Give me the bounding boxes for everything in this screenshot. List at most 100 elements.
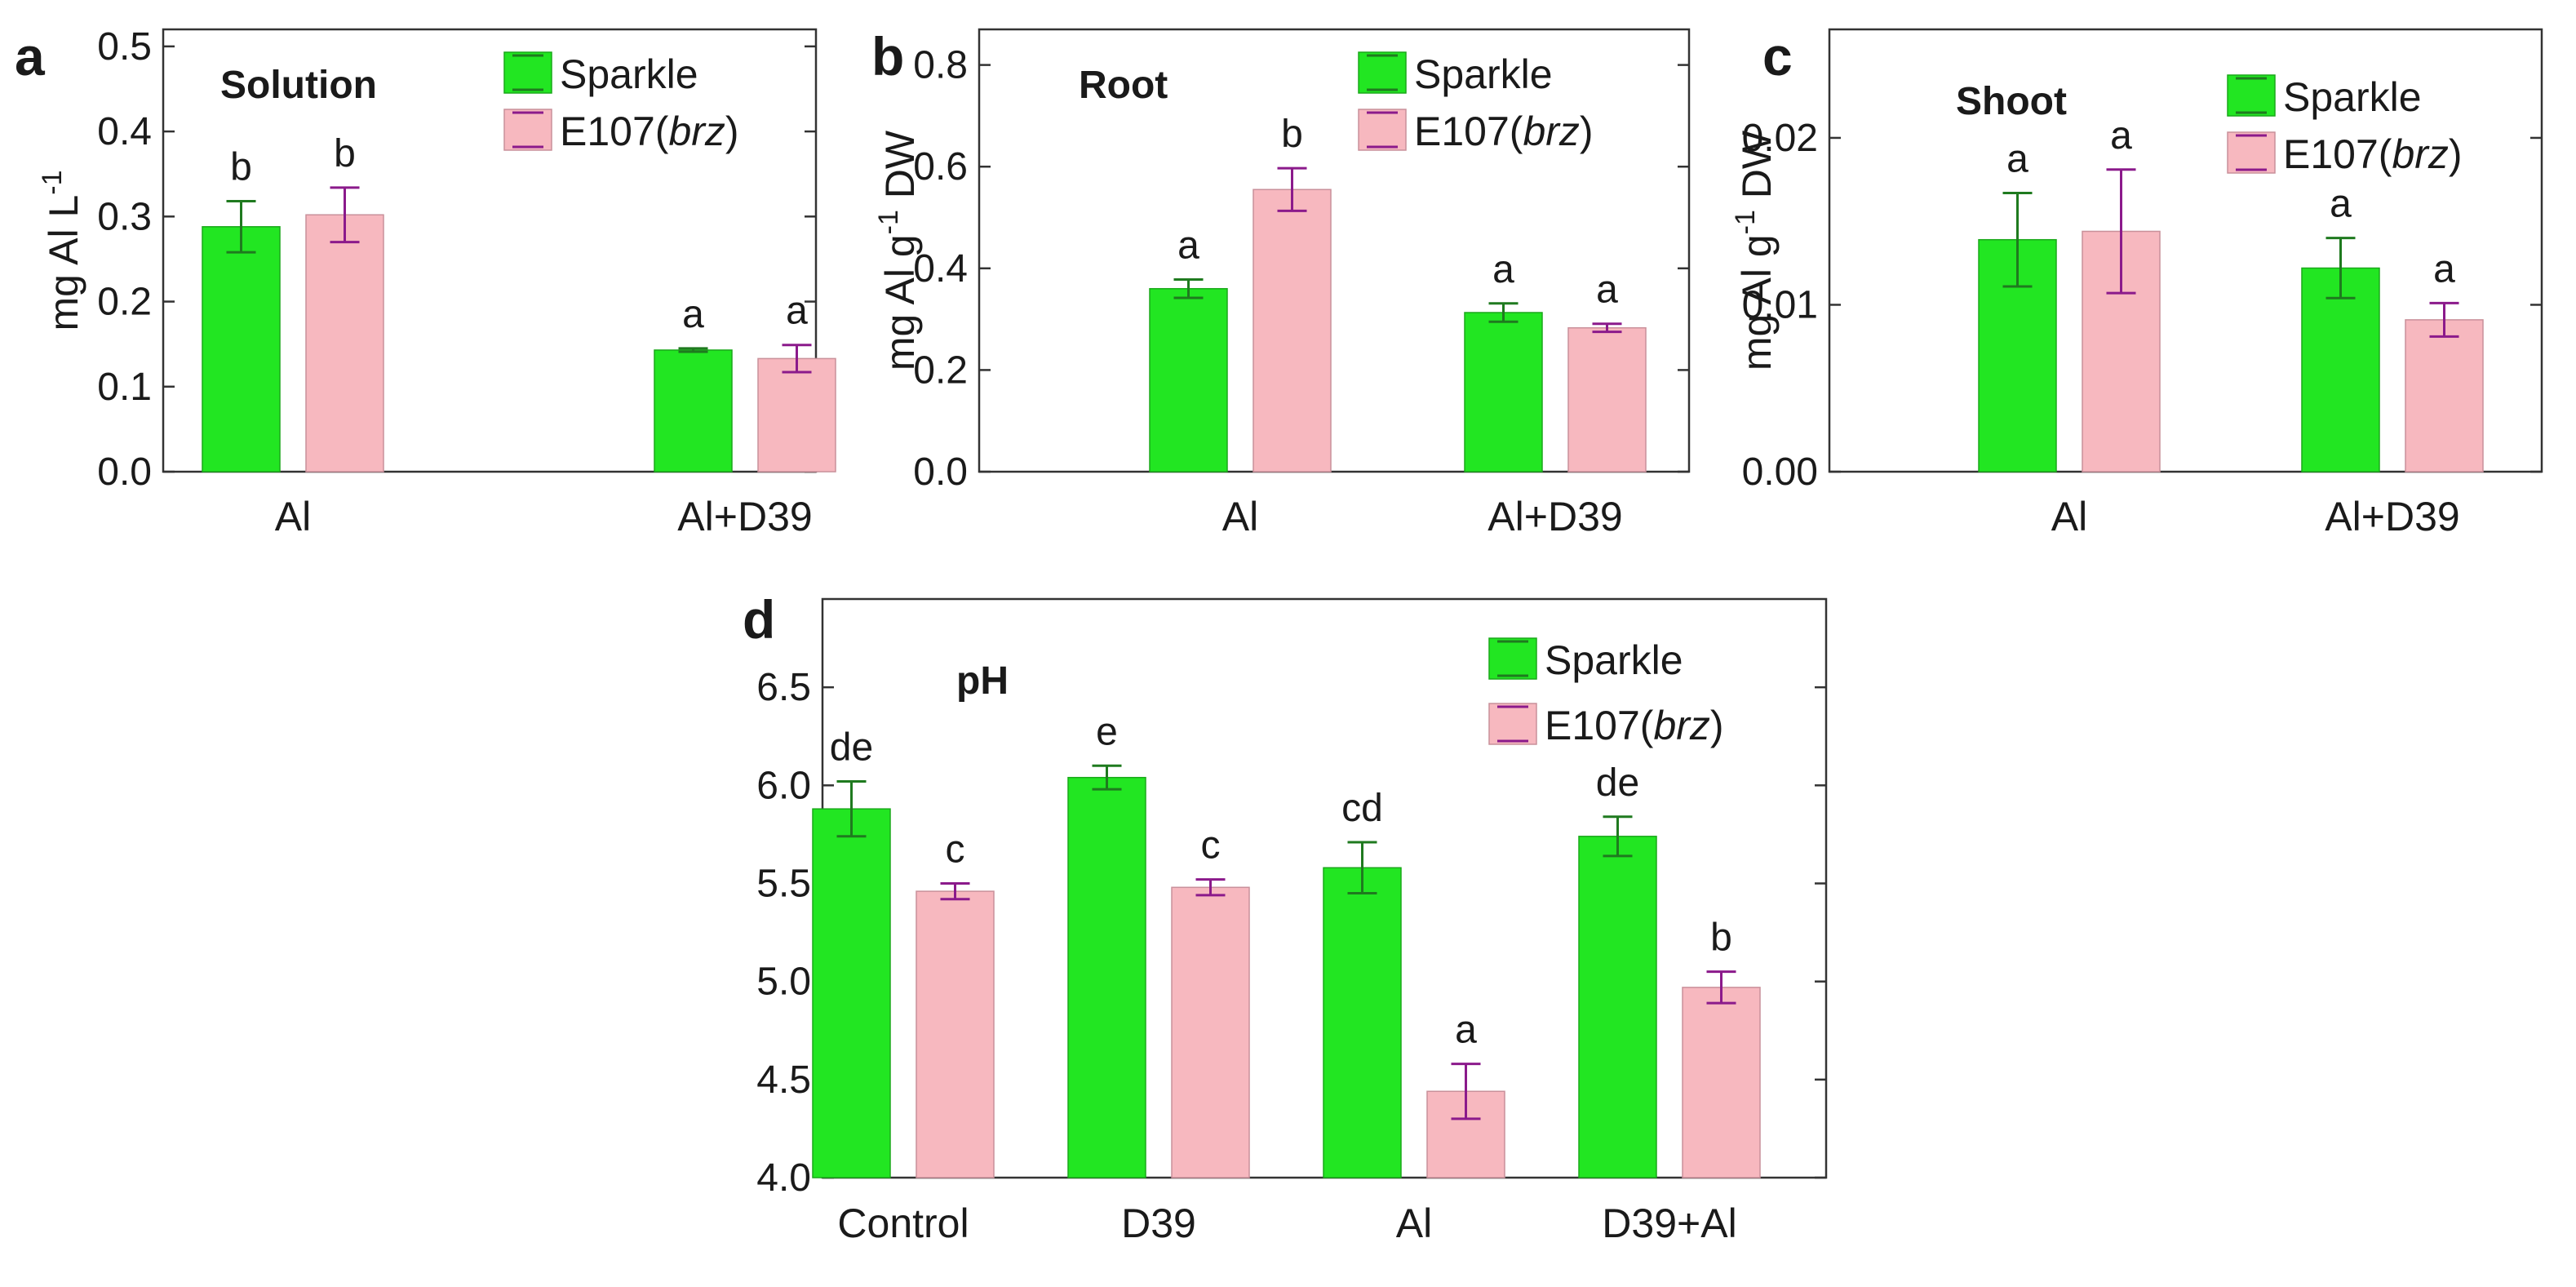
y-tick-label: 6.5 — [756, 666, 811, 709]
bar-e107-al — [1253, 189, 1332, 473]
y-tick-label: 0.4 — [97, 110, 152, 153]
panel-title: pH — [956, 659, 1009, 703]
legend-swatch-e107 — [2227, 131, 2276, 174]
legend-swatch-sparkle — [1488, 637, 1537, 680]
bar-sparkle-d39-al — [1578, 836, 1657, 1178]
y-tick-label: 0.0 — [913, 450, 968, 494]
legend-swatch-sparkle — [1358, 51, 1407, 94]
significance-letter: a — [1492, 248, 1514, 291]
y-tick-label: 4.0 — [756, 1156, 811, 1200]
y-tick-label: 0.02 — [1742, 117, 1818, 160]
category-label: Al — [1396, 1200, 1432, 1246]
legend-label-e107-italic: brz — [1653, 703, 1709, 748]
significance-letter: de — [1596, 761, 1639, 805]
legend-label-e107-italic: brz — [668, 109, 725, 154]
y-tick-label: 0.1 — [97, 366, 152, 409]
panel-title: Shoot — [1956, 80, 2067, 123]
y-axis-label: mg Al g-1 DW — [873, 130, 923, 371]
legend-label-e107-suffix: ) — [1710, 703, 1724, 748]
panel-b: b 0.0 0.2 0.4 0.6 0.8 mg Al g-1 DW Root Al a b Al+D… — [871, 26, 1691, 539]
y-axis-label-sup: -1 — [1730, 210, 1761, 234]
bar-e107-al — [305, 214, 384, 473]
significance-letter: b — [1710, 916, 1732, 960]
y-axis-label-sup: -1 — [37, 171, 68, 195]
legend: Sparkle E107(brz) — [1488, 637, 1724, 748]
panel-label: a — [15, 26, 46, 87]
category-label: Al+D39 — [1488, 494, 1622, 539]
y-axis-label-main: mg Al g — [1734, 234, 1780, 371]
legend-swatch-e107 — [1488, 703, 1537, 745]
legend-label-e107-prefix: E107( — [560, 109, 669, 154]
panel-title: Root — [1079, 64, 1168, 107]
y-tick-label: 0.6 — [913, 145, 968, 189]
panel-label: c — [1762, 26, 1793, 87]
y-axis-label-main: mg Al g — [877, 234, 923, 371]
legend-label-e107: E107(brz) — [2283, 131, 2463, 177]
legend: Sparkle E107(brz) — [503, 51, 739, 154]
significance-letter: a — [1596, 268, 1618, 312]
significance-letter: a — [1177, 224, 1199, 268]
significance-letter: a — [2330, 183, 2352, 226]
y-axis-label: mg Al g-1 DW — [1730, 130, 1780, 371]
plot-frame — [1828, 28, 2543, 473]
significance-letter: b — [1281, 113, 1303, 156]
plot-frame — [162, 28, 818, 473]
y-tick-label: 0.4 — [913, 247, 968, 291]
legend-label-e107-italic: brz — [2392, 131, 2448, 177]
bar-sparkle-control — [812, 808, 891, 1178]
legend-swatch-e107 — [1358, 109, 1407, 151]
y-tick-label: 0.5 — [97, 25, 152, 69]
legend-swatch-e107 — [503, 109, 552, 151]
significance-letter: c — [946, 828, 965, 871]
significance-letter: b — [230, 146, 252, 189]
bar-e107-d39-al — [1682, 987, 1761, 1178]
significance-letter: e — [1096, 710, 1118, 753]
legend-label-sparkle: Sparkle — [1414, 51, 1553, 97]
panel-d: d 4.0 4.5 5.0 5.5 6.0 6.5 pH Control de c D39 e c Al cd… — [743, 589, 1828, 1246]
bar-e107-al-d39 — [1567, 326, 1647, 473]
category-label: D39 — [1121, 1200, 1196, 1246]
y-tick-label: 5.0 — [756, 961, 811, 1004]
y-axis-label: mg Al L-1 — [37, 171, 86, 331]
bar-sparkle-al — [202, 226, 281, 473]
y-axis-label-tail: DW — [1734, 130, 1780, 210]
y-tick-label: 0.0 — [97, 450, 152, 494]
category-label: Al+D39 — [2325, 494, 2459, 539]
y-axis-label-sup: -1 — [873, 210, 904, 234]
legend-label-e107-suffix: ) — [725, 109, 739, 154]
category-label: Al — [275, 494, 311, 539]
panel-a: a 0.0 0.1 0.2 0.3 0.4 0.5 mg Al L-1 Solution Al b b… — [15, 25, 836, 539]
legend-label-e107-prefix: E107( — [1545, 703, 1654, 748]
legend-label-e107-suffix: ) — [1580, 109, 1594, 154]
legend-label-sparkle: Sparkle — [2283, 74, 2422, 120]
y-tick-label: 0.2 — [913, 348, 968, 392]
y-tick-label: 0.2 — [97, 281, 152, 324]
legend-label-e107-italic: brz — [1523, 109, 1579, 154]
legend-label-e107: E107(brz) — [1414, 109, 1594, 154]
significance-letter: a — [682, 293, 704, 336]
legend-label-e107: E107(brz) — [560, 109, 739, 154]
y-tick-label: 5.5 — [756, 862, 811, 905]
bar-e107-al-d39 — [757, 357, 836, 473]
legend-label-sparkle: Sparkle — [1545, 637, 1683, 683]
significance-letter: c — [1201, 824, 1221, 868]
y-tick-label: 0.3 — [97, 195, 152, 238]
legend-label-sparkle: Sparkle — [560, 51, 698, 97]
legend-label-e107-prefix: E107( — [2283, 131, 2392, 177]
significance-letter: de — [830, 726, 873, 770]
y-tick-label: 0.01 — [1742, 283, 1818, 326]
panel-title: Solution — [220, 64, 377, 107]
category-label: Al+D39 — [677, 494, 812, 539]
y-axis-label-tail: DW — [877, 130, 923, 210]
bar-e107-control — [916, 890, 995, 1178]
y-tick-label: 4.5 — [756, 1058, 811, 1102]
y-axis-label-main: mg Al L — [41, 195, 86, 331]
bar-e107-al-d39 — [2405, 319, 2484, 473]
panel-label: b — [871, 26, 904, 87]
bar-sparkle-al-d39 — [654, 349, 733, 473]
significance-letter: a — [2433, 247, 2455, 291]
category-label: Al — [1222, 494, 1258, 539]
significance-letter: cd — [1341, 787, 1383, 830]
bar-sparkle-d39 — [1067, 776, 1146, 1178]
